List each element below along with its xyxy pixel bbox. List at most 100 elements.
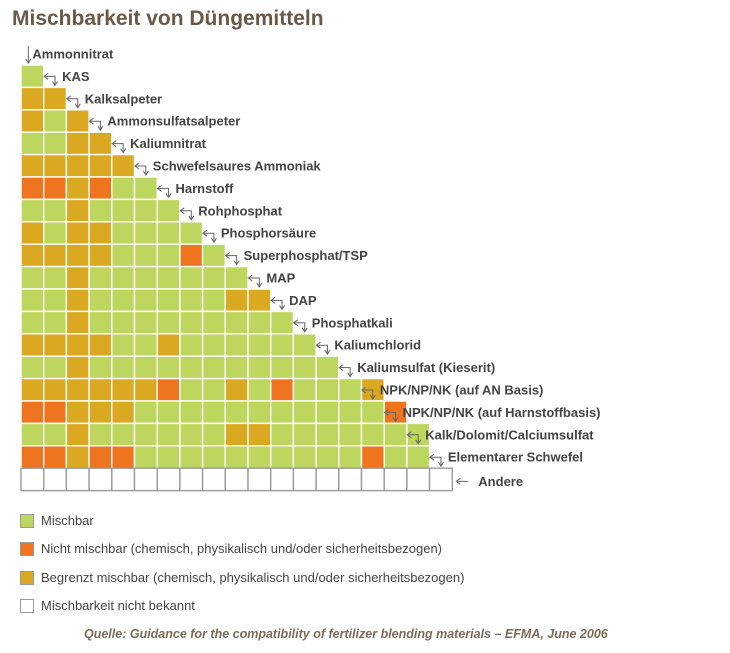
matrix-cell-dap-x-harnstoff — [156, 288, 181, 313]
matrix-cell-phosphorsäure-x-kas — [43, 221, 68, 245]
matrix-cell-npk-np-nk-auf-an-basis-x-rohphosphat — [179, 377, 204, 402]
matrix-cell-elementarer-schwefel-x-kaliumnitrat — [111, 445, 136, 469]
matrix-cell-harnstoff-x-ammonsulfatsalpeter — [88, 176, 113, 201]
matrix-cell-kaliumchlorid-x-dap — [270, 333, 295, 357]
item-label-rohphosphat: Rohphosphat — [179, 203, 283, 221]
item-label-text: KAS — [62, 69, 90, 84]
item-label-map: MAP — [247, 271, 296, 288]
matrix-cell-kaliumsulfat-kieserit-x-ammonnitrat — [20, 355, 45, 380]
arrow-icon — [383, 409, 399, 423]
matrix-cell-kalk-dolomit-calciumsulfat-x-harnstoff — [156, 422, 181, 447]
matrix-cell-phosphatkali-x-kalksalpeter — [65, 310, 90, 335]
matrix-cell-kaliumsulfat-kieserit-x-harnstoff — [156, 355, 181, 380]
matrix-cell-npk-np-nk-auf-harnstoffbasis-x-superphosphat-tsp — [224, 400, 249, 425]
matrix-cell-rohphosphat-x-ammonsulfatsalpeter — [88, 198, 113, 223]
legend-swatch-begrenzt-mischbar — [20, 571, 34, 585]
arrow-icon — [179, 207, 195, 221]
item-label-text: Kaliumchlorid — [334, 338, 421, 353]
matrix-cell-superphosphat-tsp-x-ammonnitrat — [20, 243, 45, 268]
matrix-cell-kaliumchlorid-x-rohphosphat — [179, 333, 204, 357]
matrix-cell-phosphatkali-x-map — [247, 310, 272, 335]
item-label-kas: KAS — [43, 69, 90, 87]
matrix-cell-superphosphat-tsp-x-kalksalpeter — [65, 243, 90, 268]
item-label-ammonnitrat: Ammonnitrat — [25, 46, 114, 64]
arrow-icon — [43, 73, 58, 87]
matrix-cell-kalk-dolomit-calciumsulfat-x-ammonsulfatsalpeter — [88, 422, 113, 447]
matrix-cell-npk-np-nk-auf-an-basis-x-dap — [270, 377, 295, 402]
matrix-cell-phosphorsäure-x-kaliumnitrat — [111, 221, 136, 245]
matrix-cell-map-x-ammonnitrat — [20, 265, 45, 290]
matrix-cell-elementarer-schwefel-x-map — [247, 445, 272, 469]
matrix-cell-dap-x-ammonsulfatsalpeter — [88, 288, 113, 313]
legend-label-nicht-bekannt: Mischbarkeit nicht bekannt — [41, 598, 195, 613]
matrix-cell-map-x-kas — [43, 265, 68, 290]
matrix-cell-kaliumsulfat-kieserit-x-kaliumnitrat — [111, 355, 136, 380]
matrix-cell-andere-x-phosphorsäure — [201, 467, 227, 492]
matrix-cell-kaliumchlorid-x-schwefelsaures-ammoniak — [133, 333, 158, 357]
legend-label-nicht-mischbar: Nicht mischbar (chemisch, physikalisch u… — [41, 541, 443, 556]
arrow-icon — [134, 162, 149, 176]
matrix-cell-npk-np-nk-auf-an-basis-x-phosphatkali — [292, 377, 317, 402]
arrow-icon — [270, 297, 285, 311]
matrix-cell-map-x-kalksalpeter — [65, 265, 90, 290]
item-label-text: Kaliumnitrat — [130, 136, 207, 151]
item-label-text: Rohphosphat — [198, 203, 282, 218]
arrow-icon — [65, 95, 81, 109]
matrix-cell-elementarer-schwefel-x-ammonnitrat — [20, 445, 45, 469]
matrix-cell-elementarer-schwefel-x-rohphosphat — [179, 445, 204, 469]
matrix-cell-kaliumnitrat-x-ammonsulfatsalpeter — [88, 131, 113, 156]
matrix-cell-dap-x-ammonnitrat — [20, 288, 45, 313]
item-label-schwefelsaures-ammoniak: Schwefelsaures Ammoniak — [134, 159, 321, 176]
item-label-dap: DAP — [270, 293, 317, 311]
arrow-icon — [111, 140, 127, 154]
matrix-cell-harnstoff-x-schwefelsaures-ammoniak — [133, 176, 158, 201]
legend-swatch-nicht-mischbar — [20, 542, 34, 556]
matrix-cell-npk-np-nk-auf-harnstoffbasis-x-harnstoff — [156, 400, 181, 425]
matrix-cell-kalk-dolomit-calciumsulfat-x-kaliumsulfat-kieserit — [338, 422, 363, 447]
matrix-cell-npk-np-nk-auf-an-basis-x-harnstoff — [156, 377, 181, 402]
matrix-cell-elementarer-schwefel-x-dap — [270, 445, 295, 469]
matrix-cell-andere-x-kalksalpeter — [65, 467, 90, 492]
matrix-cell-dap-x-kaliumnitrat — [111, 288, 136, 313]
matrix-cell-npk-np-nk-auf-an-basis-x-kaliumchlorid — [315, 377, 340, 402]
matrix-cell-npk-np-nk-auf-an-basis-x-superphosphat-tsp — [224, 377, 249, 402]
item-label-text: MAP — [266, 271, 295, 286]
matrix-cell-npk-np-nk-auf-an-basis-x-kas — [43, 377, 68, 402]
matrix-cell-kaliumchlorid-x-ammonnitrat — [20, 333, 45, 357]
matrix-cell-kaliumsulfat-kieserit-x-dap — [270, 355, 295, 380]
matrix-cell-npk-np-nk-auf-harnstoffbasis-x-phosphorsäure — [201, 400, 227, 425]
matrix-cell-map-x-phosphorsäure — [201, 265, 227, 290]
arrow-icon — [455, 478, 469, 485]
arrow-icon — [292, 319, 308, 333]
matrix-cell-rohphosphat-x-kaliumnitrat — [111, 198, 136, 223]
matrix-cell-npk-np-nk-auf-an-basis-x-kaliumnitrat — [111, 377, 136, 402]
matrix-cell-andere-x-rohphosphat — [179, 467, 204, 492]
matrix-cell-andere-x-kas — [43, 467, 68, 492]
item-label-phosphorsäure: Phosphorsäure — [202, 226, 316, 244]
matrix-cell-schwefelsaures-ammoniak-x-kas — [43, 153, 68, 178]
matrix-cell-kalk-dolomit-calciumsulfat-x-ammonnitrat — [20, 422, 45, 447]
matrix-cell-kalk-dolomit-calciumsulfat-x-schwefelsaures-ammoniak — [133, 422, 158, 447]
item-label-elementarer-schwefel: Elementarer Schwefel — [429, 450, 583, 468]
matrix-cell-phosphatkali-x-kas — [43, 310, 68, 335]
matrix-cell-phosphorsäure-x-rohphosphat — [179, 221, 204, 245]
matrix-cell-elementarer-schwefel-x-ammonsulfatsalpeter — [88, 445, 113, 469]
item-label-text: Elementarer Schwefel — [448, 450, 583, 465]
item-label-harnstoff: Harnstoff — [156, 181, 234, 199]
matrix-cell-rohphosphat-x-harnstoff — [156, 198, 181, 223]
matrix-cell-map-x-schwefelsaures-ammoniak — [133, 265, 158, 290]
matrix-cell-andere-x-kaliumnitrat — [111, 467, 136, 492]
matrix-cell-harnstoff-x-kaliumnitrat — [111, 176, 136, 201]
item-label-text: DAP — [289, 293, 317, 308]
matrix-cell-superphosphat-tsp-x-rohphosphat — [179, 243, 204, 268]
matrix-cell-kaliumsulfat-kieserit-x-phosphorsäure — [201, 355, 227, 380]
legend-label-begrenzt-mischbar: Begrenzt mischbar (chemisch, physikalisc… — [41, 570, 465, 585]
matrix-cell-kaliumchlorid-x-phosphorsäure — [201, 333, 227, 357]
item-label-text: Phosphorsäure — [221, 226, 316, 241]
arrow-icon — [247, 274, 263, 288]
matrix-cell-dap-x-kas — [43, 288, 68, 313]
item-label-text: NPK/NP/NK (auf AN Basis) — [380, 383, 543, 398]
matrix-cell-dap-x-kalksalpeter — [65, 288, 90, 313]
matrix-cell-andere-x-npk-np-nk-auf-harnstoffbasis — [383, 467, 408, 492]
matrix-cell-schwefelsaures-ammoniak-x-ammonnitrat — [20, 153, 45, 178]
